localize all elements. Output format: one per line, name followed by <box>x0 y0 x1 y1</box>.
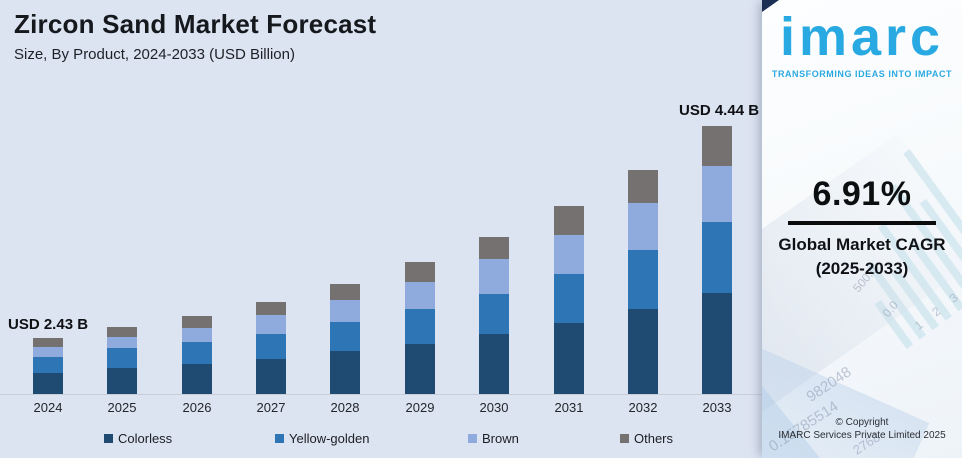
bar-2031 <box>554 206 584 394</box>
segment-others-2030 <box>479 237 509 259</box>
copyright: © Copyright IMARC Services Private Limit… <box>762 416 962 442</box>
last-bar-value-label: USD 4.44 B <box>679 102 760 119</box>
segment-brown-2027 <box>256 315 286 334</box>
first-bar-value-label: USD 2.43 B <box>8 316 89 333</box>
segment-colorless-2029 <box>405 344 435 394</box>
cagr-block: 6.91% Global Market CAGR (2025-2033) <box>762 175 962 281</box>
bar-2029 <box>405 262 435 394</box>
segment-others-2026 <box>182 316 212 328</box>
segment-others-2032 <box>628 170 658 203</box>
legend-item-colorless: Colorless <box>104 431 172 446</box>
segment-brown-2032 <box>628 203 658 250</box>
segment-brown-2024 <box>33 347 63 357</box>
page-title: Zircon Sand Market Forecast <box>14 9 377 39</box>
segment-colorless-2031 <box>554 323 584 394</box>
segment-others-2029 <box>405 262 435 282</box>
cagr-value: 6.91% <box>812 175 912 213</box>
segment-colorless-2024 <box>33 373 63 394</box>
segment-colorless-2027 <box>256 359 286 394</box>
segment-others-2028 <box>330 284 360 300</box>
segment-brown-2029 <box>405 282 435 309</box>
x-label-2030: 2030 <box>479 400 509 415</box>
bar-2025 <box>107 327 137 394</box>
x-label-2024: 2024 <box>33 400 63 415</box>
bar-2026 <box>182 316 212 394</box>
segment-colorless-2032 <box>628 309 658 394</box>
segment-colorless-2026 <box>182 364 212 394</box>
segment-brown-2026 <box>182 328 212 342</box>
cagr-period: (2025-2033) <box>815 259 909 278</box>
legend-label: Brown <box>482 431 519 446</box>
legend-item-others: Others <box>620 431 673 446</box>
segment-yellow-golden-2031 <box>554 274 584 323</box>
bar-2032 <box>628 170 658 394</box>
segment-brown-2025 <box>107 337 137 348</box>
segment-brown-2033 <box>702 166 732 222</box>
legend-label: Colorless <box>118 431 173 446</box>
segment-brown-2031 <box>554 235 584 274</box>
x-label-2032: 2032 <box>628 400 658 415</box>
segment-colorless-2033 <box>702 293 732 394</box>
segment-yellow-golden-2026 <box>182 342 212 364</box>
segment-brown-2028 <box>330 300 360 322</box>
legend-item-yellow-golden: Yellow-golden <box>275 431 369 446</box>
legend-item-brown: Brown <box>468 431 519 446</box>
legend-swatch <box>104 434 113 443</box>
segment-yellow-golden-2030 <box>479 294 509 334</box>
copyright-line1: © Copyright <box>835 417 889 428</box>
segment-yellow-golden-2025 <box>107 348 137 368</box>
segment-others-2031 <box>554 206 584 235</box>
x-label-2028: 2028 <box>330 400 360 415</box>
legend-label: Yellow-golden <box>289 431 370 446</box>
cagr-label: Global Market CAGR <box>778 235 946 254</box>
segment-colorless-2028 <box>330 351 360 394</box>
x-axis-line <box>0 394 762 395</box>
imarc-logo: imarc <box>779 7 945 67</box>
bar-2030 <box>479 237 509 394</box>
bar-2027 <box>256 302 286 394</box>
bar-2024 <box>33 338 63 394</box>
segment-others-2024 <box>33 338 63 347</box>
x-label-2029: 2029 <box>405 400 435 415</box>
segment-others-2033 <box>702 126 732 166</box>
x-label-2025: 2025 <box>107 400 137 415</box>
segment-yellow-golden-2027 <box>256 334 286 359</box>
segment-yellow-golden-2024 <box>33 357 63 373</box>
chart-panel: Zircon Sand Market Forecast Size, By Pro… <box>0 9 762 446</box>
copyright-line2: IMARC Services Private Limited 2025 <box>778 430 946 441</box>
segment-yellow-golden-2033 <box>702 222 732 293</box>
brand-panel: 500.0 0.0 1 2 3 4 982048 0.15785514 2768… <box>762 0 962 458</box>
legend-swatch <box>468 434 477 443</box>
legend-swatch <box>620 434 629 443</box>
x-label-2027: 2027 <box>256 400 286 415</box>
bar-2033 <box>702 126 732 394</box>
segment-yellow-golden-2032 <box>628 250 658 309</box>
bar-2028 <box>330 284 360 394</box>
segment-others-2025 <box>107 327 137 337</box>
logo-tagline: TRANSFORMING IDEAS INTO IMPACT <box>771 69 953 80</box>
page-subtitle: Size, By Product, 2024-2033 (USD Billion… <box>14 46 295 63</box>
x-label-2026: 2026 <box>182 400 212 415</box>
segment-colorless-2025 <box>107 368 137 394</box>
x-label-2031: 2031 <box>554 400 584 415</box>
segment-others-2027 <box>256 302 286 315</box>
x-label-2033: 2033 <box>702 400 732 415</box>
cagr-divider <box>788 221 936 225</box>
legend-swatch <box>275 434 284 443</box>
segment-yellow-golden-2028 <box>330 322 360 351</box>
legend-label: Others <box>634 431 674 446</box>
segment-brown-2030 <box>479 259 509 294</box>
segment-colorless-2030 <box>479 334 509 394</box>
segment-yellow-golden-2029 <box>405 309 435 344</box>
